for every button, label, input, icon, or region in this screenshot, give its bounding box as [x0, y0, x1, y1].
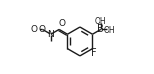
Text: OH: OH — [95, 17, 107, 26]
Text: N: N — [47, 30, 54, 39]
Text: O: O — [39, 25, 46, 34]
Text: F: F — [91, 48, 96, 57]
Text: OH: OH — [104, 26, 115, 35]
Text: B: B — [97, 24, 104, 34]
Text: O: O — [59, 19, 65, 28]
Text: O: O — [30, 25, 37, 34]
